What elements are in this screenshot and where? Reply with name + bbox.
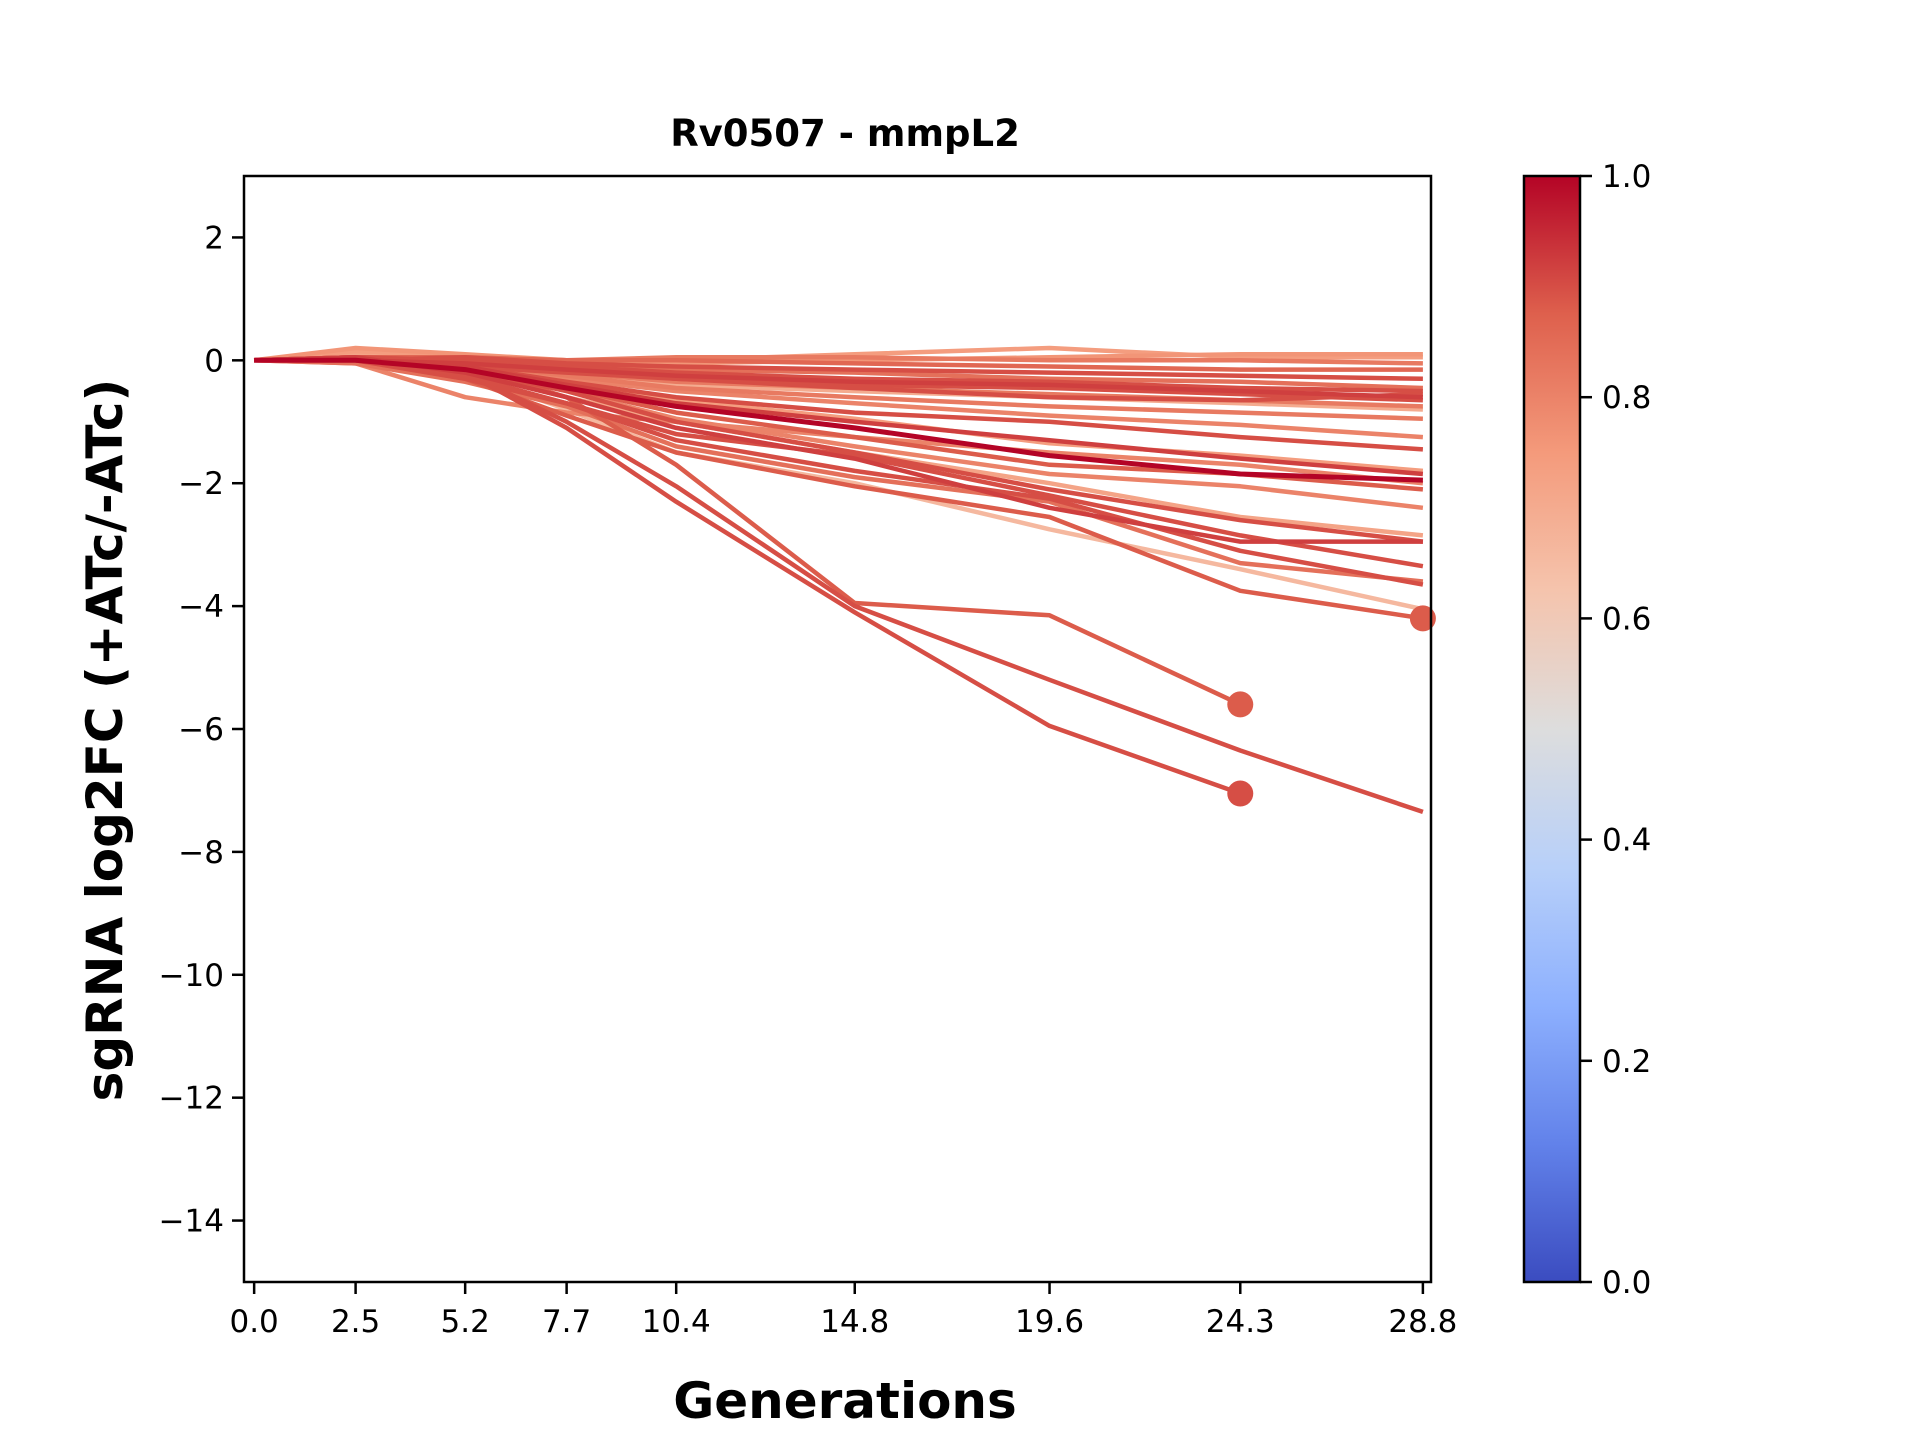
- colorbar-tick-label: 0.8: [1602, 380, 1651, 416]
- chart-title: Rv0507 - mmpL2: [670, 112, 1020, 155]
- x-tick-label: 0.0: [229, 1304, 278, 1340]
- plot-frame: [242, 174, 1433, 1284]
- y-tick-label: −6: [178, 712, 224, 748]
- colorbar-tick-label: 0.0: [1602, 1265, 1651, 1301]
- colorbar-tick-label: 1.0: [1602, 159, 1651, 195]
- x-tick-label: 7.7: [542, 1304, 591, 1340]
- x-tick-label: 28.8: [1388, 1304, 1457, 1340]
- x-tick-label: 5.2: [441, 1304, 490, 1340]
- x-tick-label: 10.4: [642, 1304, 711, 1340]
- y-axis-label: sgRNA log2FC (+ATc/-ATc): [76, 379, 134, 1102]
- series-end-marker-sgRNA-4: [1409, 605, 1436, 632]
- x-tick-label: 2.5: [331, 1304, 380, 1340]
- y-tick-label: 0: [204, 343, 224, 379]
- colorbar-tick-label: 0.6: [1602, 601, 1651, 637]
- y-tick-label: −10: [159, 958, 224, 994]
- x-tick-label: 19.6: [1015, 1304, 1084, 1340]
- y-tick-label: −2: [178, 466, 224, 502]
- marker-layer: [1227, 605, 1436, 807]
- x-axis: 0.0 2.5 5.2 7.7 10.4 14.8 19.6 24.3 28.8: [229, 1282, 1457, 1340]
- series-end-marker-sgRNA-3: [1227, 780, 1254, 807]
- x-tick-label: 24.3: [1206, 1304, 1275, 1340]
- y-axis: 2 0 −2 −4 −6 −8 −10 −12 −14: [159, 220, 244, 1240]
- series-line-sgRNA-14: [254, 357, 1423, 483]
- y-tick-label: −14: [159, 1204, 224, 1240]
- y-tick-label: 2: [204, 220, 224, 256]
- x-axis-label: Generations: [673, 1372, 1017, 1430]
- y-tick-label: −8: [178, 835, 224, 871]
- y-tick-label: −12: [159, 1081, 224, 1117]
- series-line-sgRNA-30: [253, 345, 1423, 366]
- colorbar: [1522, 174, 1582, 1284]
- colorbar-tick-label: 0.2: [1602, 1044, 1651, 1080]
- series-end-marker-sgRNA-1: [1227, 691, 1254, 718]
- x-tick-label: 14.8: [820, 1304, 889, 1340]
- y-tick-label: −4: [178, 589, 224, 625]
- colorbar-tick-label: 0.4: [1602, 823, 1651, 859]
- series-line-sgRNA-7: [254, 358, 1424, 584]
- colorbar-axis: 1.0 0.8 0.6 0.4 0.2 0.0: [1580, 159, 1651, 1301]
- series-layer: [253, 345, 1424, 815]
